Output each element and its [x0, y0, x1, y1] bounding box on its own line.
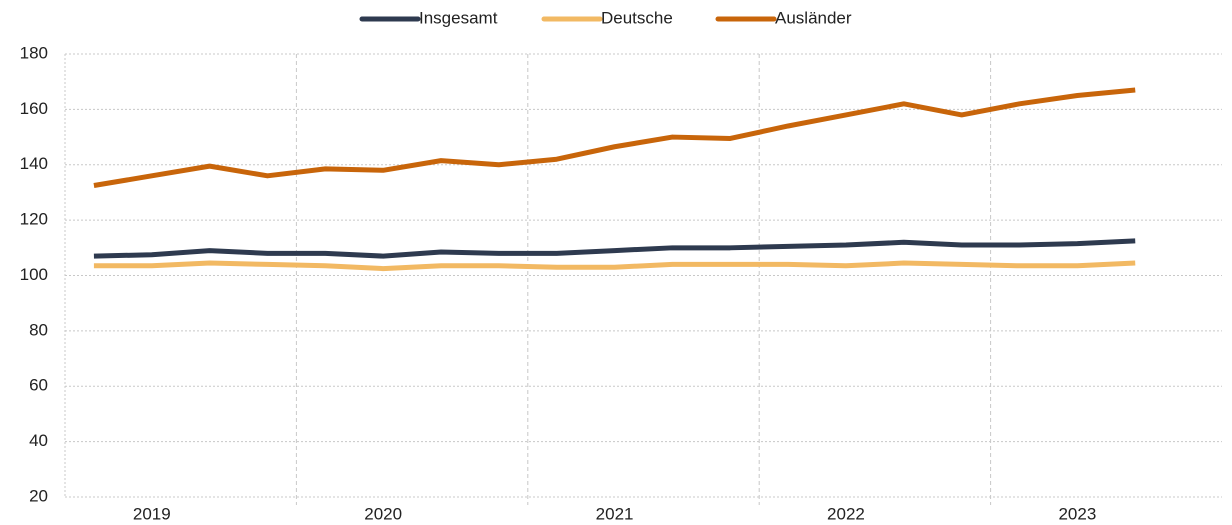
y-tick-label: 180 [20, 43, 48, 62]
legend-label: Deutsche [601, 8, 673, 27]
series-line [93, 260, 1136, 272]
y-tick-label: 60 [29, 376, 48, 395]
y-tick-label: 100 [20, 265, 48, 284]
y-tick-label: 140 [20, 154, 48, 173]
y-tick-label: 40 [29, 431, 48, 450]
x-tick-label: 2020 [364, 504, 402, 523]
y-tick-label: 20 [29, 486, 48, 505]
y-tick-label: 80 [29, 320, 48, 339]
legend-label: Ausländer [775, 8, 852, 27]
y-tick-label: 160 [20, 99, 48, 118]
series-line [93, 238, 1136, 259]
y-tick-label: 120 [20, 210, 48, 229]
x-tick-label: 2023 [1058, 504, 1096, 523]
series-line [93, 87, 1136, 188]
x-tick-label: 2019 [133, 504, 171, 523]
x-tick-label: 2022 [827, 504, 865, 523]
legend-label: Insgesamt [419, 8, 498, 27]
x-tick-label: 2021 [596, 504, 634, 523]
